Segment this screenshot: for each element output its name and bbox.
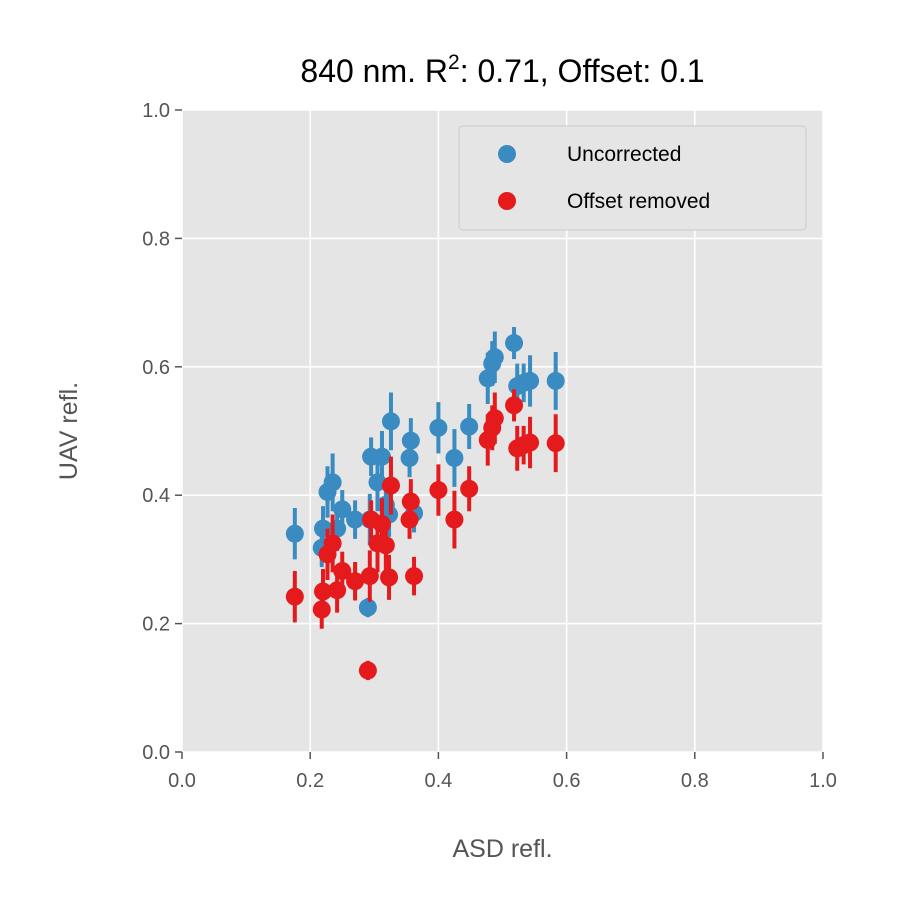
- data-point: [381, 476, 400, 495]
- x-tick-label: 0.6: [553, 770, 581, 792]
- data-point: [460, 479, 479, 498]
- y-tick-label: 0.4: [142, 485, 170, 507]
- x-tick-label: 1.0: [809, 770, 837, 792]
- data-point: [401, 492, 420, 511]
- data-point: [521, 371, 540, 390]
- data-point: [546, 371, 565, 390]
- data-point: [368, 473, 387, 492]
- y-tick-label: 0.0: [142, 742, 170, 764]
- legend-label-offset-removed: Offset removed: [567, 190, 710, 213]
- legend-label-uncorrected: Uncorrected: [567, 143, 681, 166]
- data-point: [485, 409, 504, 428]
- data-point: [505, 334, 524, 353]
- y-tick-label: 0.2: [142, 614, 170, 636]
- data-point: [400, 448, 419, 467]
- data-point: [323, 534, 342, 553]
- chart-title: 840 nm. R2: 0.71, Offset: 0.1: [300, 51, 704, 89]
- legend-box: [458, 125, 807, 231]
- data-point: [333, 561, 352, 580]
- legend-marker-offset-removed: [498, 192, 516, 210]
- data-point: [346, 510, 365, 529]
- legend-marker-uncorrected: [498, 145, 516, 163]
- data-point: [445, 510, 464, 529]
- data-point: [381, 412, 400, 431]
- data-point: [401, 431, 420, 450]
- data-point: [358, 598, 377, 617]
- legend: Uncorrected Offset removed: [458, 125, 807, 231]
- data-point: [405, 567, 424, 586]
- x-tick-label: 0.2: [296, 770, 324, 792]
- axis-ticks: 0.0 0.2 0.4 0.6 0.8 1.0 0.0 0.2 0.4 0.6 0.8 1.0: [142, 100, 837, 792]
- y-axis-label: UAV refl.: [55, 382, 83, 480]
- data-point: [285, 587, 304, 606]
- chart-title-rest: : 0.71, Offset: 0.1: [460, 53, 705, 89]
- y-tick-label: 0.8: [142, 228, 170, 250]
- data-point: [312, 600, 331, 619]
- chart-title-main: 840 nm. R: [300, 53, 448, 89]
- data-point: [360, 567, 379, 586]
- x-tick-label: 0.8: [681, 770, 709, 792]
- x-tick-label: 0.0: [168, 770, 196, 792]
- y-tick-label: 1.0: [142, 100, 170, 122]
- data-point: [429, 418, 448, 437]
- data-point: [485, 348, 504, 367]
- data-point: [323, 473, 342, 492]
- data-point: [358, 661, 377, 680]
- data-point: [546, 434, 565, 453]
- data-point: [372, 515, 391, 534]
- data-point: [372, 447, 391, 466]
- data-point: [376, 536, 395, 555]
- data-point: [478, 369, 497, 388]
- data-point: [521, 433, 540, 452]
- data-point: [285, 524, 304, 543]
- data-point: [400, 510, 419, 529]
- x-tick-label: 0.4: [424, 770, 452, 792]
- data-point: [328, 581, 347, 600]
- data-layer: [285, 326, 565, 681]
- data-point: [380, 568, 399, 587]
- y-tick-label: 0.6: [142, 357, 170, 379]
- data-point: [314, 582, 333, 601]
- data-point: [505, 396, 524, 415]
- chart-title-superscript: 2: [448, 51, 460, 74]
- data-point: [333, 500, 352, 519]
- x-axis-label: ASD refl.: [452, 835, 552, 863]
- data-point: [346, 572, 365, 591]
- data-point: [460, 417, 479, 436]
- series-offset-removed: [285, 389, 565, 681]
- data-point: [445, 448, 464, 467]
- data-point: [429, 481, 448, 500]
